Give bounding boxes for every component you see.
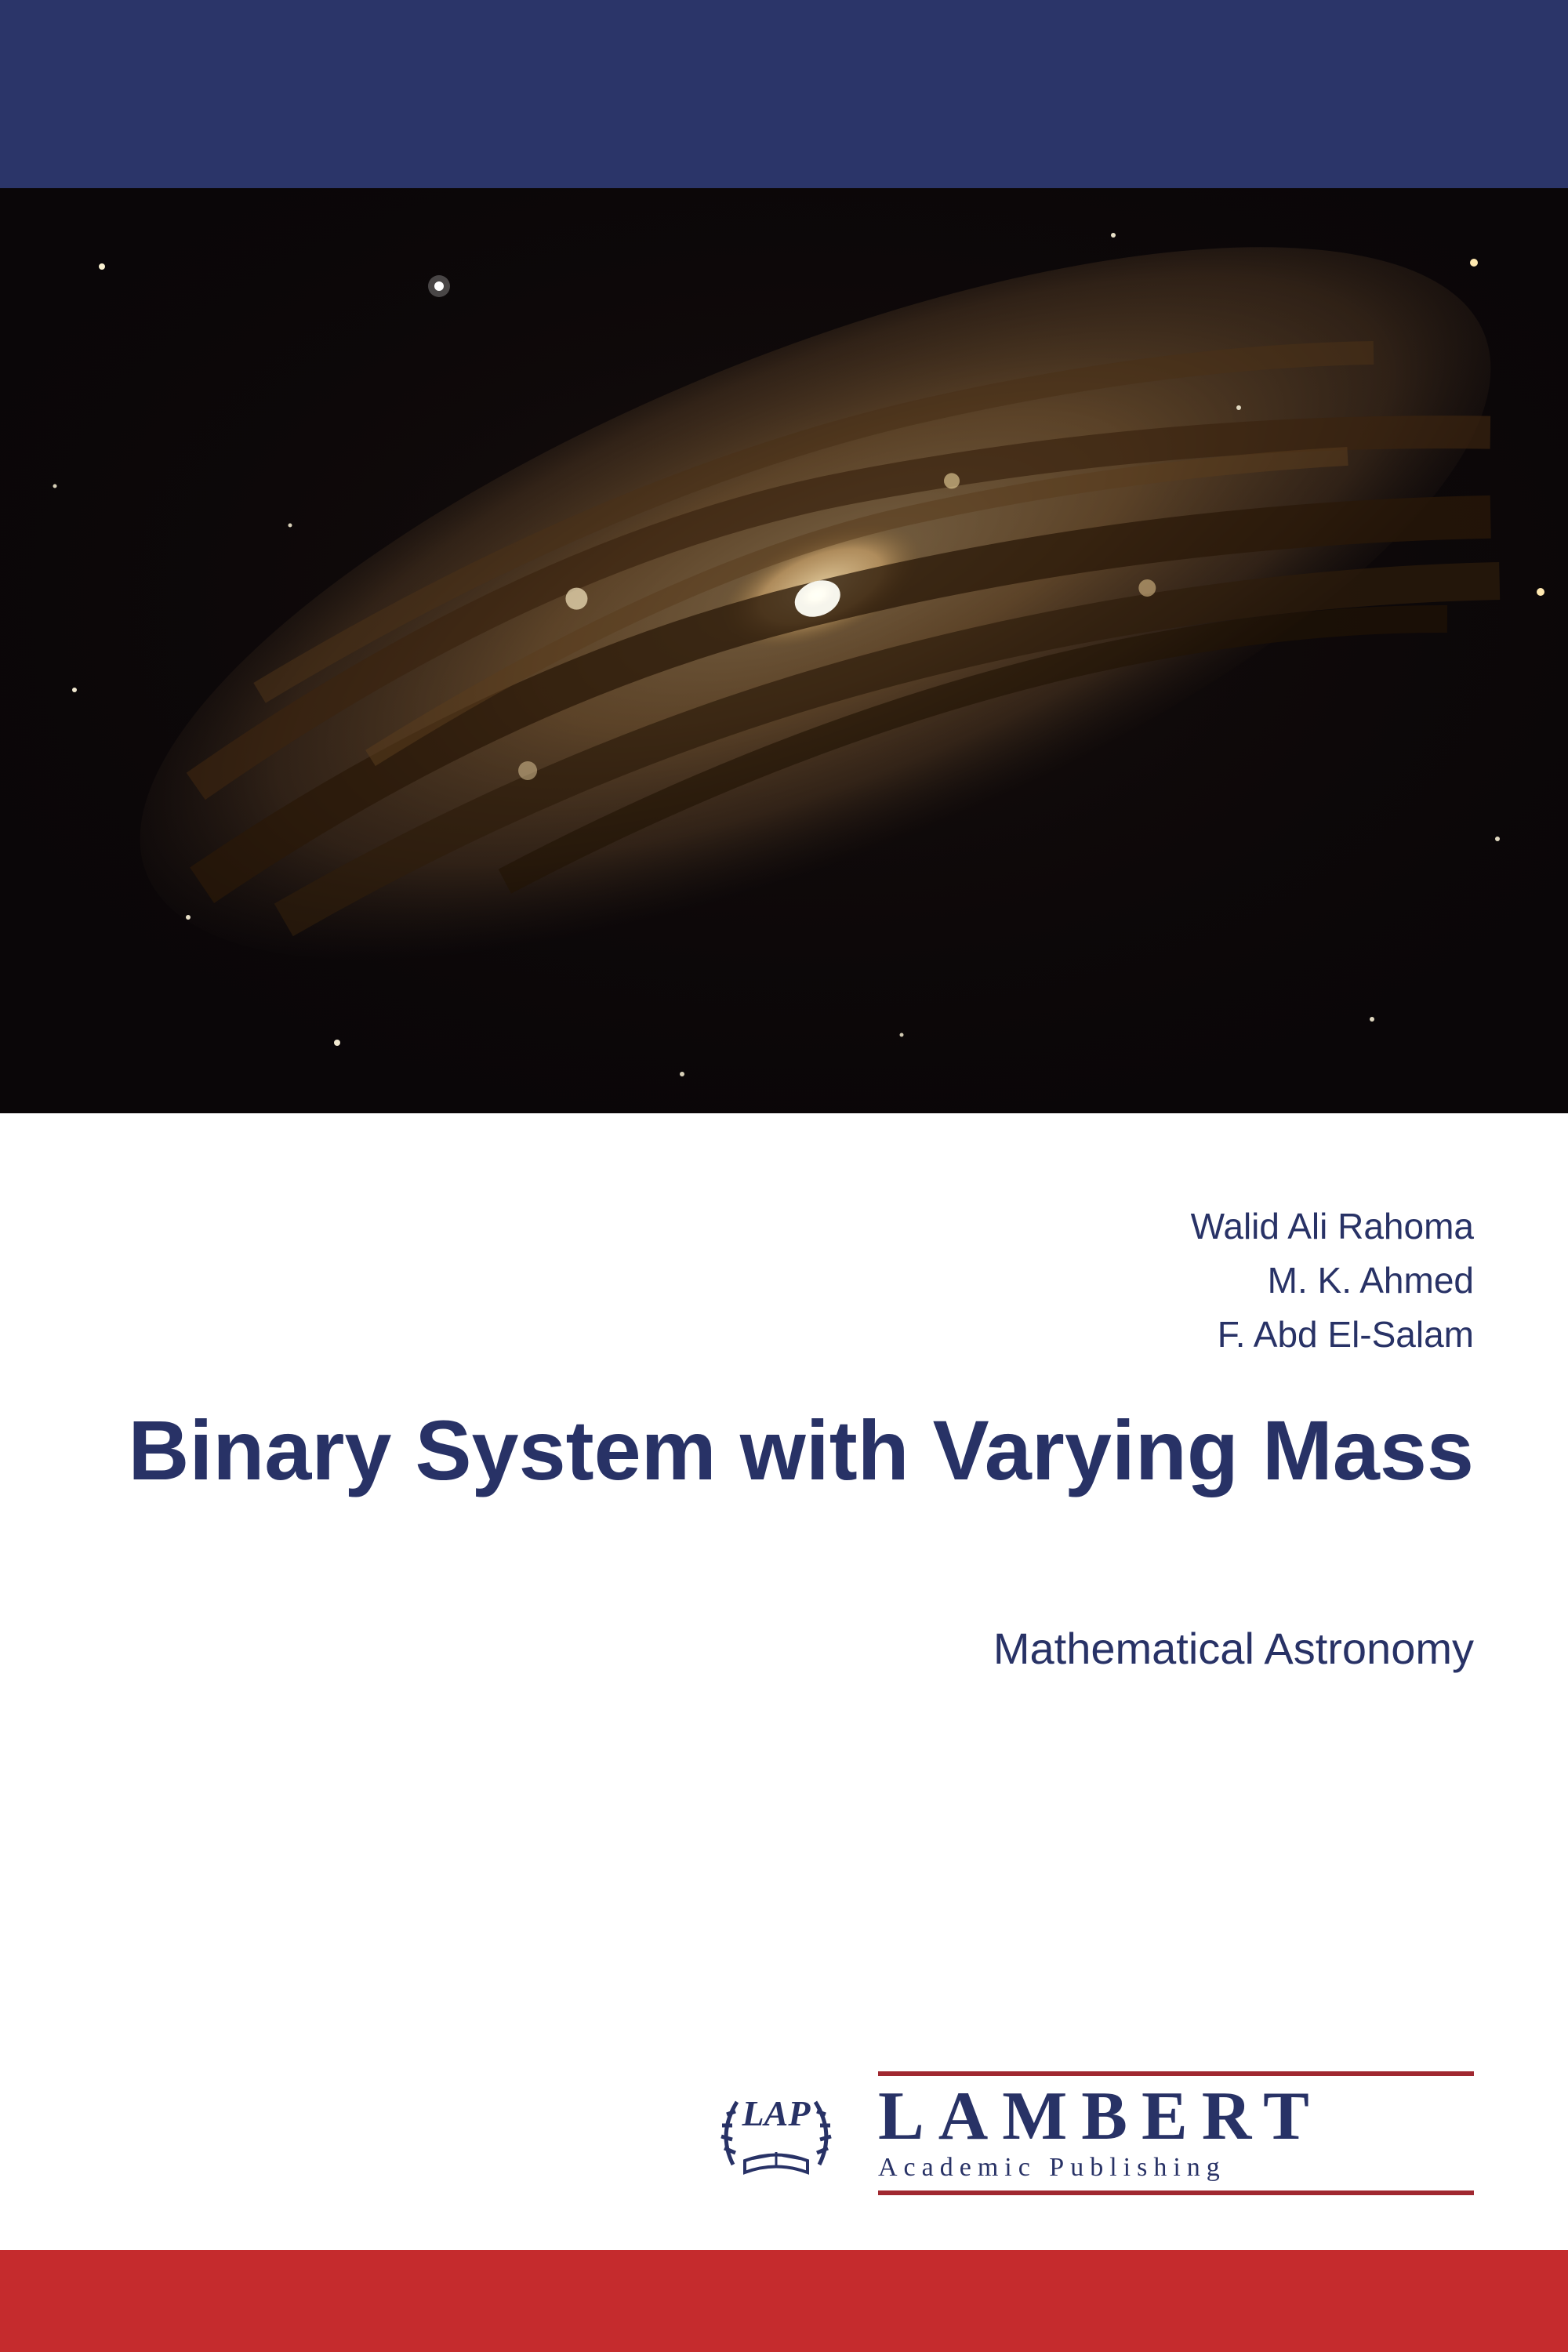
publisher-logo-block: LAP LAMBERT Academic Publishing [698,2071,1474,2195]
publisher-rule-top [878,2071,1474,2076]
author-3: F. Abd El-Salam [1191,1308,1474,1362]
publisher-name: LAMBERT [878,2082,1474,2151]
badge-text: LAP [742,2093,811,2133]
bottom-color-band [0,2250,1568,2352]
publisher-badge-icon: LAP [698,2078,855,2188]
publisher-subline: Academic Publishing [878,2153,1474,2183]
author-1: Walid Ali Rahoma [1191,1200,1474,1254]
book-title: Binary System with Varying Mass [128,1403,1474,1498]
top-color-band [0,0,1568,188]
authors-block: Walid Ali Rahoma M. K. Ahmed F. Abd El-S… [1191,1200,1474,1362]
author-2: M. K. Ahmed [1191,1254,1474,1308]
publisher-rule-bottom [878,2190,1474,2195]
book-subtitle: Mathematical Astronomy [993,1623,1474,1674]
publisher-text-block: LAMBERT Academic Publishing [878,2071,1474,2195]
cover-image-galaxy [0,188,1568,1113]
